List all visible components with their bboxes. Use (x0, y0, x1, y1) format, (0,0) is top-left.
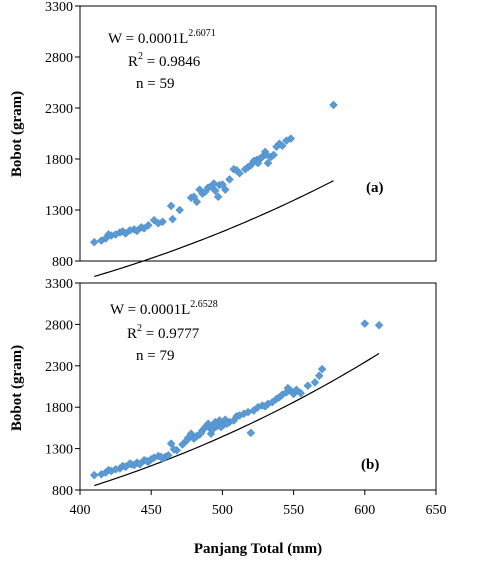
panel-a-data-point (282, 136, 291, 145)
panel-b-y-tick-label: 800 (52, 484, 73, 499)
x-tick-label: 600 (354, 503, 375, 518)
panel-a-data-point (153, 218, 163, 228)
panel-b-data-point (260, 402, 270, 411)
panel-b-data-point (178, 440, 187, 449)
panel-a: 800 1300 1800 2300 2800 3300 W = 0.0001L2.607… (9, 0, 437, 278)
panel-b-points (89, 319, 384, 480)
panel-a-fit-curve (94, 180, 334, 278)
panel-a-data-point (329, 100, 338, 110)
panel-a-data-point (235, 168, 244, 178)
panel-a-y-ticks: 800 1300 1800 2300 2800 3300 (45, 0, 80, 270)
panel-b-data-point (246, 428, 256, 438)
panel-a-data-point (213, 192, 223, 202)
panel-a-data-point (263, 158, 273, 168)
panel-b-data-point (310, 378, 320, 387)
x-tick-label: 650 (426, 503, 447, 518)
panel-b-sample-size: n = 79 (136, 348, 174, 364)
x-tick-label: 400 (70, 503, 91, 518)
panel-a-data-point (111, 230, 120, 239)
panel-a-y-tick-label: 2800 (45, 51, 73, 66)
panel-b-data-point (169, 445, 179, 454)
panel-b-frame (79, 282, 437, 491)
panel-a-sample-size: n = 59 (136, 76, 174, 92)
x-tick-label: 550 (283, 503, 304, 518)
panel-b-y-tick-label: 3300 (45, 277, 73, 292)
panel-a-data-point (97, 236, 106, 245)
panel-b-data-point (196, 428, 206, 438)
panel-b-x-ticks: 400 450 500 550 600 650 (70, 490, 447, 518)
x-tick-label: 450 (141, 503, 162, 518)
panel-a-r-squared: R2 = 0.9846 (128, 51, 201, 70)
panel-b-data-point (135, 459, 145, 469)
panel-a-frame (79, 5, 437, 262)
panel-b-data-point (360, 319, 370, 328)
panel-b-data-point (125, 459, 135, 468)
panel-a-data-point (139, 224, 149, 233)
panel-a-y-tick-label: 3300 (45, 0, 73, 15)
panel-a-data-point (168, 214, 177, 224)
panel-a-data-point (189, 192, 199, 202)
panel-a-data-point (225, 175, 234, 184)
panel-a-y-axis-label: Bobot (gram) (9, 91, 25, 177)
panel-b-data-point (182, 435, 192, 445)
panel-a-y-tick-label: 1800 (45, 153, 73, 168)
panel-a-y-tick-label: 1300 (45, 204, 73, 219)
panel-b-fit-curve (94, 352, 380, 487)
panel-b-y-tick-label: 1800 (45, 401, 73, 416)
panel-b-y-ticks: 800 1300 1800 2300 2800 3300 (45, 277, 80, 499)
panel-b-data-point (303, 381, 313, 391)
panel-b-data-point (166, 439, 176, 448)
panel-b-data-point (314, 371, 324, 381)
panel-b-data-point (89, 470, 99, 480)
panel-b-label: (b) (361, 457, 379, 473)
panel-a-y-tick-label: 2300 (45, 102, 73, 117)
panel-b-data-point (222, 419, 232, 429)
panel-a-data-point (269, 150, 279, 160)
panel-a-equation: W = 0.0001L2.6071 (108, 28, 216, 47)
panel-b-equation: W = 0.0001L2.6528 (110, 299, 218, 318)
panel-a-data-point (256, 153, 266, 163)
panel-a-data-point (89, 237, 99, 247)
panel-b-y-axis-label: Bobot (gram) (9, 345, 25, 431)
panel-b-y-tick-label: 2300 (45, 360, 73, 375)
panel-b-data-point (283, 383, 293, 393)
panel-b-data-point (317, 364, 327, 374)
panel-b-y-tick-label: 1300 (45, 443, 73, 458)
panel-b: 800 1300 1800 2300 2800 3300 400 450 500 550 600 6… (9, 277, 447, 557)
x-tick-label: 500 (212, 503, 233, 518)
panel-a-data-point (218, 180, 227, 189)
panel-a-data-point (240, 164, 250, 174)
panel-a-data-point (277, 141, 287, 151)
panel-a-y-tick-label: 800 (52, 255, 73, 270)
panel-a-data-point (125, 226, 135, 235)
panel-b-r-squared: R2 = 0.9777 (127, 323, 200, 342)
panel-a-data-point (262, 150, 271, 160)
panel-b-data-point (111, 464, 120, 474)
panel-b-data-point (296, 388, 306, 398)
panel-b-data-point (163, 450, 173, 460)
panel-a-data-point (210, 186, 220, 195)
x-axis-label: Panjang Total (mm) (194, 541, 322, 557)
panel-b-y-tick-label: 2800 (45, 318, 73, 333)
panel-b-data-point (142, 456, 152, 466)
panel-a-points (89, 100, 338, 247)
panel-a-label: (a) (366, 180, 384, 196)
panel-b-data-point (374, 320, 384, 330)
panel-a-data-point (166, 201, 176, 211)
panel-a-data-point (175, 205, 185, 215)
panel-b-data-point (156, 452, 166, 462)
